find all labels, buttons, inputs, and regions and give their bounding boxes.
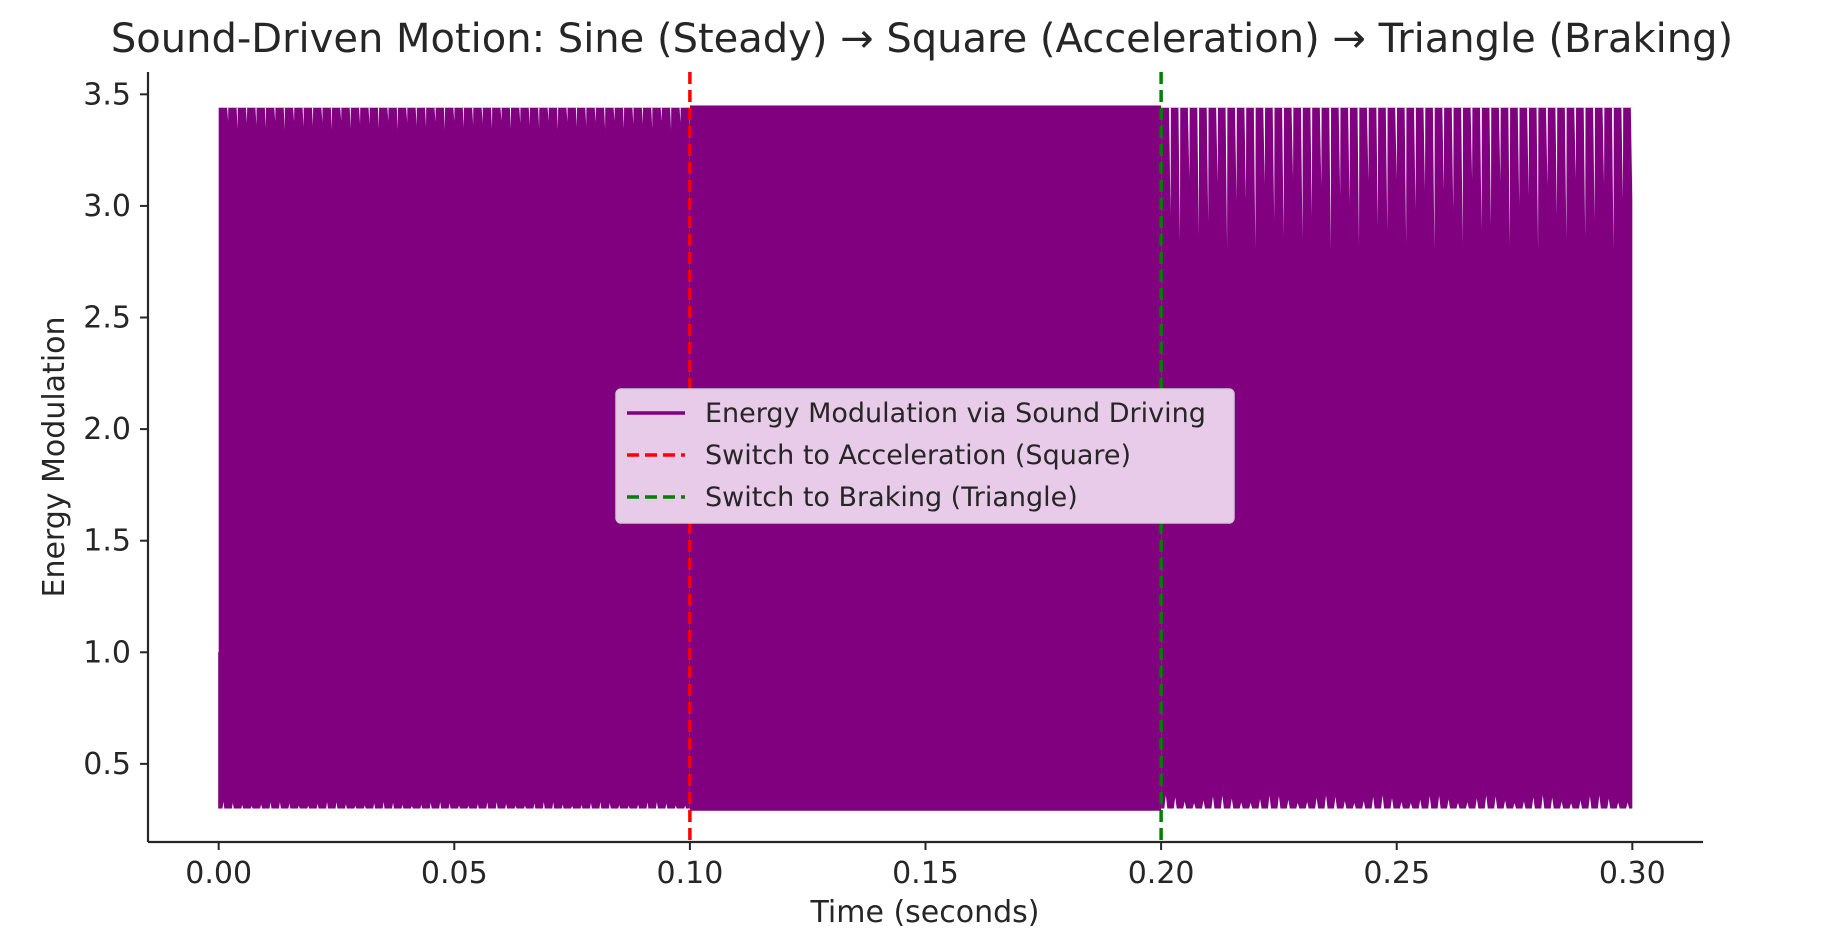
x-tick-label: 0.10 bbox=[656, 856, 723, 891]
x-tick-label: 0.30 bbox=[1599, 856, 1666, 891]
legend-label-braking: Switch to Braking (Triangle) bbox=[705, 482, 1078, 513]
legend-box bbox=[615, 388, 1235, 524]
y-tick-label: 3.0 bbox=[83, 189, 131, 224]
x-tick-label: 0.15 bbox=[892, 856, 959, 891]
series-segment-1 bbox=[218, 107, 691, 809]
x-tick-label: 0.20 bbox=[1128, 856, 1195, 891]
x-ticks: 0.00 0.05 0.10 0.15 0.20 0.25 0.30 bbox=[185, 842, 1666, 891]
segment-fill bbox=[218, 107, 690, 809]
x-tick-label: 0.25 bbox=[1363, 856, 1430, 891]
x-tick-label: 0.00 bbox=[185, 856, 252, 891]
legend-label-energy: Energy Modulation via Sound Driving bbox=[705, 398, 1206, 429]
series-segment-3 bbox=[1161, 107, 1633, 809]
y-axis-label: Energy Modulation bbox=[37, 316, 72, 597]
y-tick-label: 1.5 bbox=[83, 524, 131, 559]
x-axis-label: Time (seconds) bbox=[810, 895, 1040, 930]
legend: Energy Modulation via Sound Driving Swit… bbox=[615, 388, 1235, 524]
y-ticks: 0.5 1.0 1.5 2.0 2.5 3.0 3.5 bbox=[83, 77, 148, 782]
x-tick-label: 0.05 bbox=[421, 856, 488, 891]
legend-label-acceleration: Switch to Acceleration (Square) bbox=[705, 440, 1131, 471]
y-tick-label: 3.5 bbox=[83, 77, 131, 112]
segment-fill bbox=[1161, 107, 1633, 809]
chart-title: Sound-Driven Motion: Sine (Steady) → Squ… bbox=[111, 16, 1733, 62]
y-tick-label: 1.0 bbox=[83, 635, 131, 670]
y-tick-label: 2.0 bbox=[83, 412, 131, 447]
y-tick-label: 2.5 bbox=[83, 301, 131, 336]
y-tick-label: 0.5 bbox=[83, 747, 131, 782]
